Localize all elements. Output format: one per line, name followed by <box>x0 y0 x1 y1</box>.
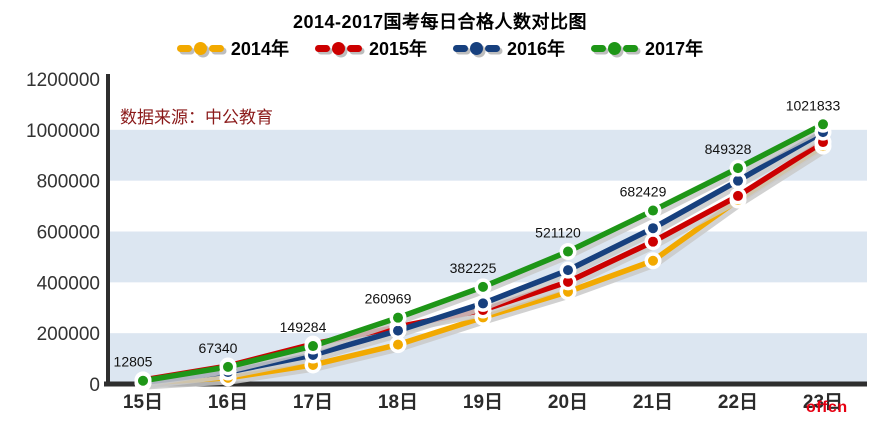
y-axis-tick-label: 600000 <box>37 223 100 244</box>
x-axis-tick-label: 22日 <box>718 392 758 413</box>
legend-marker-2014-icon <box>176 41 224 55</box>
x-axis-tick-label: 18日 <box>378 392 418 413</box>
x-axis-tick-label: 20日 <box>548 392 588 413</box>
data-point-2017 <box>478 281 488 292</box>
y-axis-tick-label: 1200000 <box>26 70 100 91</box>
data-point-2017 <box>563 246 573 257</box>
y-axis-tick-label: 200000 <box>37 324 100 345</box>
plot-band <box>110 231 867 283</box>
legend-marker-2015-icon <box>314 41 362 55</box>
data-point-2016 <box>733 175 743 186</box>
legend-item-2015: 2015年 <box>314 35 427 61</box>
x-axis-tick-label: 15日 <box>123 392 163 413</box>
legend-label-2017: 2017年 <box>645 39 704 59</box>
data-label-2017: 849328 <box>705 141 752 157</box>
data-point-2017 <box>733 163 743 174</box>
data-point-2017 <box>818 119 828 130</box>
legend-item-2014: 2014年 <box>176 35 289 61</box>
y-axis-tick-label: 400000 <box>37 273 100 294</box>
data-point-2015 <box>563 276 573 287</box>
x-axis-tick-label: 17日 <box>293 392 333 413</box>
legend-item-2017: 2017年 <box>591 35 703 61</box>
chart-title: 2014-2017国考每日合格人数对比图 <box>292 12 588 32</box>
data-point-2014 <box>648 255 658 266</box>
data-point-2017 <box>393 312 403 323</box>
data-point-2014 <box>393 339 403 350</box>
y-axis-tick-label: 800000 <box>37 172 100 193</box>
data-point-2017 <box>648 205 658 216</box>
data-label-2017: 67340 <box>199 340 238 356</box>
data-point-2017 <box>308 341 318 352</box>
legend-item-2016: 2016年 <box>453 35 565 61</box>
legend-label-2015: 2015年 <box>368 39 427 59</box>
y-axis-tick-label: 0 <box>89 375 100 396</box>
data-point-2016 <box>393 325 403 336</box>
data-label-2017: 682429 <box>620 184 667 200</box>
x-axis-tick-label: 23日 <box>803 392 843 413</box>
legend-label-2014: 2014年 <box>230 39 289 59</box>
legend-marker-2017-icon <box>591 41 639 55</box>
data-point-2017 <box>223 361 233 372</box>
legend-label-2016: 2016年 <box>507 39 566 59</box>
data-label-2017: 149284 <box>280 319 327 335</box>
data-label-2017: 382225 <box>450 260 497 276</box>
offcn-logo: offcn <box>806 399 848 416</box>
legend-marker-2016-icon <box>453 41 500 55</box>
x-axis-tick-label: 16日 <box>208 392 248 413</box>
data-label-2017: 521120 <box>535 225 581 241</box>
x-axis-tick-label: 19日 <box>463 392 503 413</box>
data-source-note: 数据来源：中公教育 <box>120 108 273 127</box>
data-point-2017 <box>138 375 148 386</box>
data-label-2017: 1021833 <box>786 97 841 113</box>
data-point-2015 <box>648 236 658 247</box>
legend: 2014年 2015年 2016年 2017年 <box>0 36 880 60</box>
data-point-2016 <box>648 223 658 234</box>
x-axis-tick-label: 21日 <box>633 392 673 413</box>
y-axis-tick-label: 1000000 <box>26 121 100 142</box>
data-label-2017: 12805 <box>114 354 153 370</box>
data-label-2017: 260969 <box>365 291 412 307</box>
data-point-2015 <box>733 190 743 201</box>
data-point-2016 <box>563 265 573 276</box>
data-point-2016 <box>478 298 488 309</box>
